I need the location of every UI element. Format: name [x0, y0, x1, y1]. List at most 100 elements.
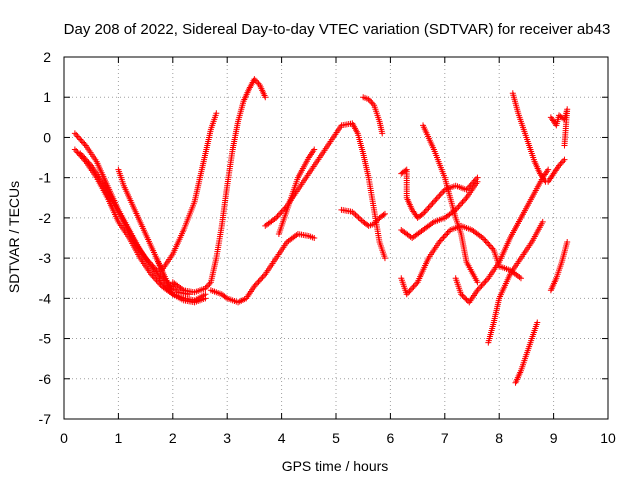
data-point-marker [259, 274, 266, 281]
series-track-5 [153, 110, 220, 274]
data-point-marker [439, 189, 446, 196]
series-track-19 [512, 319, 541, 386]
data-point-marker [80, 139, 87, 146]
data-point-marker [564, 239, 571, 246]
data-point-marker [561, 156, 568, 163]
data-point-marker [478, 282, 485, 289]
series-track-17 [485, 218, 546, 346]
y-tick-label: -7 [39, 411, 52, 427]
data-point-marker [381, 255, 388, 262]
data-point-marker [379, 130, 386, 137]
x-tick-label: 5 [332, 430, 340, 446]
x-tick-label: 2 [169, 430, 177, 446]
data-point-marker [425, 204, 432, 211]
data-point-marker [458, 291, 465, 298]
x-tick-label: 1 [115, 430, 123, 446]
data-point-marker [71, 130, 78, 137]
data-point-marker [222, 294, 229, 301]
x-tick-label: 0 [60, 430, 68, 446]
data-point-marker [410, 283, 417, 290]
data-point-marker [432, 197, 439, 204]
data-point-marker [262, 94, 269, 101]
data-point-marker [486, 242, 493, 249]
x-tick-label: 4 [278, 430, 286, 446]
data-point-marker [483, 239, 490, 246]
data-point-marker [256, 277, 263, 284]
data-point-marker [462, 295, 469, 302]
x-tick-label: 10 [600, 430, 616, 446]
data-point-marker [517, 275, 524, 282]
y-tick-label: -1 [39, 170, 52, 186]
series-track-21 [547, 106, 571, 149]
data-point-marker [444, 229, 451, 236]
data-point-marker [411, 282, 418, 289]
data-point-marker [406, 288, 413, 295]
data-point-marker [380, 211, 387, 218]
x-tick-label: 3 [223, 430, 231, 446]
y-axis-label: SDTVAR / TECUs [6, 181, 22, 293]
data-point-marker [255, 278, 262, 285]
data-point-marker [73, 131, 80, 138]
data-point-marker [213, 110, 220, 117]
chart-title: Day 208 of 2022, Sidereal Day-to-day VTE… [64, 21, 611, 38]
y-tick-label: 1 [43, 89, 51, 105]
data-point-marker [258, 275, 265, 282]
y-tick-label: 2 [43, 49, 51, 65]
data-point-marker [424, 206, 431, 213]
series-track-11 [360, 94, 386, 137]
y-tick-label: -5 [39, 331, 52, 347]
data-point-marker [418, 211, 425, 218]
data-point-marker [77, 136, 84, 143]
series-track-10 [338, 206, 388, 229]
data-point-marker [352, 211, 359, 218]
data-point-marker [202, 295, 209, 302]
data-point-marker [460, 293, 467, 300]
data-point-marker [368, 99, 375, 106]
data-point-marker [353, 213, 360, 220]
data-point-marker [402, 167, 409, 174]
data-point-marker [477, 284, 484, 291]
data-point-marker [275, 211, 282, 218]
y-tick-label: 0 [43, 129, 51, 145]
data-point-marker [205, 282, 212, 289]
data-point-marker [479, 281, 486, 288]
data-point-marker [78, 137, 85, 144]
series-track-14 [398, 222, 524, 298]
y-tick-label: -3 [39, 250, 52, 266]
data-point-marker [440, 234, 447, 241]
x-tick-label: 9 [550, 430, 558, 446]
data-point-marker [428, 201, 435, 208]
data-markers [71, 76, 571, 386]
series-track-22 [547, 239, 571, 294]
data-point-marker [441, 232, 448, 239]
series-track-9 [275, 146, 318, 237]
x-tick-label: 7 [441, 430, 449, 446]
data-point-marker [169, 291, 176, 298]
data-point-marker [488, 244, 495, 251]
x-tick-label: 6 [387, 430, 395, 446]
y-tick-label: -2 [39, 210, 52, 226]
data-point-marker [311, 146, 318, 153]
x-axis-label: GPS time / hours [282, 458, 389, 474]
data-point-marker [355, 214, 362, 221]
data-point-marker [534, 319, 541, 326]
y-tick-label: -4 [39, 290, 52, 306]
data-point-marker [254, 280, 261, 287]
data-point-marker [482, 278, 489, 285]
data-point-marker [429, 200, 436, 207]
data-point-marker [456, 202, 463, 209]
data-point-marker [481, 236, 488, 243]
data-point-marker [311, 235, 318, 241]
data-point-marker [485, 241, 492, 248]
data-point-marker [75, 134, 82, 141]
data-point-marker [381, 210, 388, 217]
series-track-18 [509, 90, 549, 185]
data-point-marker [74, 133, 81, 140]
data-point-marker [539, 218, 546, 225]
data-point-marker [443, 231, 450, 238]
data-point-marker [459, 292, 466, 299]
series-track-15 [420, 122, 481, 286]
data-point-marker [426, 203, 433, 210]
data-point-marker [474, 279, 481, 286]
